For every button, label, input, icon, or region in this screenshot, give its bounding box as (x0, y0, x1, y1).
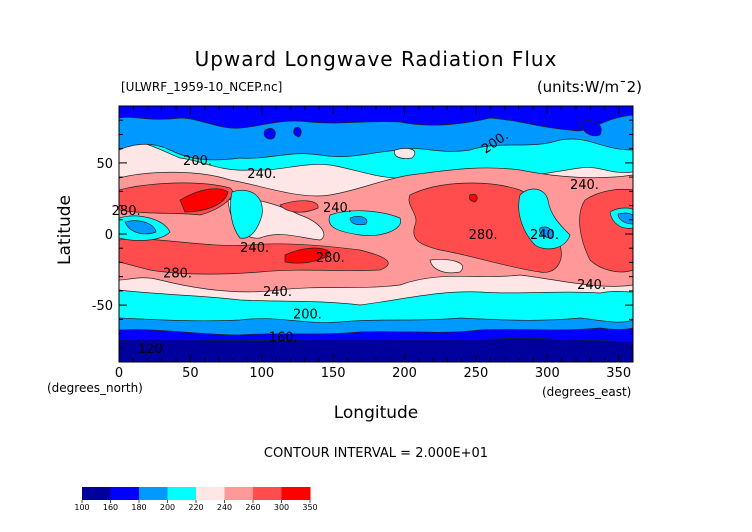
chart-title: Upward Longwave Radiation Flux (194, 47, 558, 71)
blob-220-240-north (394, 148, 416, 159)
blob-160 (263, 120, 602, 140)
contour-field (119, 106, 633, 362)
colorbar-swatch (281, 487, 311, 500)
y-tick-label: 0 (105, 228, 113, 243)
colorbar-label: 180 (131, 503, 146, 512)
colorbar-swatch (224, 487, 254, 500)
x-tick-label: 250 (464, 366, 489, 381)
colorbar-label: 200 (160, 503, 175, 512)
x-tick-label: 50 (182, 366, 199, 381)
band-160-180-north (119, 106, 633, 132)
contour-label: 240. (247, 167, 276, 182)
colorbar: 100 160 180 200 220 240 260 300 350 (74, 487, 318, 512)
contour-label: 240. (530, 228, 559, 243)
band-260-300 (119, 182, 633, 275)
x-axis-units: (degrees_east) (542, 385, 632, 399)
colorbar-swatch (196, 487, 225, 500)
y-tick-label: -50 (92, 299, 113, 314)
band-100-160-south (119, 337, 633, 362)
contour-label: 280. (112, 204, 141, 219)
y-axis-units: (degrees_north) (47, 381, 143, 395)
x-tick-label: 300 (535, 366, 560, 381)
contour-label: 160. (269, 330, 298, 345)
units-label: (units:W/m¯2) (536, 78, 642, 96)
colorbar-swatch (253, 487, 282, 500)
axes: 0 50 100 150 200 250 300 350 50 0 -50 (92, 105, 634, 381)
colorbar-label: 260 (245, 503, 260, 512)
colorbar-label: 350 (302, 503, 317, 512)
colorbar-label: 100 (74, 503, 89, 512)
colorbar-swatch (139, 487, 168, 500)
dataset-subtitle: [ULWRF_1959-10_NCEP.nc] (121, 80, 283, 94)
contour-interval-text: CONTOUR INTERVAL = 2.000E+01 (263, 446, 489, 461)
contour-label: 280. (163, 266, 192, 281)
colorbar-label: 240 (217, 503, 232, 512)
colorbar-label: 160 (103, 503, 118, 512)
colorbar-swatch (82, 487, 111, 500)
contour-label: 280. (316, 251, 345, 266)
x-tick-label: 200 (392, 366, 417, 381)
x-axis-label: Longitude (333, 403, 419, 423)
contour-label: 240. (570, 178, 599, 193)
contour-label: 240. (240, 241, 269, 256)
x-tick-label: 0 (115, 366, 123, 381)
band-300-350 (179, 188, 478, 264)
contour-label: 240. (577, 278, 606, 293)
contour-label: 200. (293, 308, 322, 323)
y-tick-label: 50 (96, 157, 113, 172)
colorbar-label: 300 (274, 503, 289, 512)
contour-label: 120 (138, 342, 163, 357)
colorbar-swatch (167, 487, 197, 500)
band-180-200-tropics (124, 212, 633, 239)
contour-label: 240. (323, 201, 352, 216)
x-tick-label: 100 (249, 366, 274, 381)
contour-label: 280. (469, 228, 498, 243)
x-tick-label: 150 (321, 366, 346, 381)
colorbar-swatch (110, 487, 140, 500)
band-200-220-tropics (119, 188, 633, 250)
contour-label: 240. (263, 285, 292, 300)
contour-label: 200. (183, 154, 212, 169)
colorbar-label: 220 (188, 503, 203, 512)
x-tick-label: 350 (606, 366, 631, 381)
